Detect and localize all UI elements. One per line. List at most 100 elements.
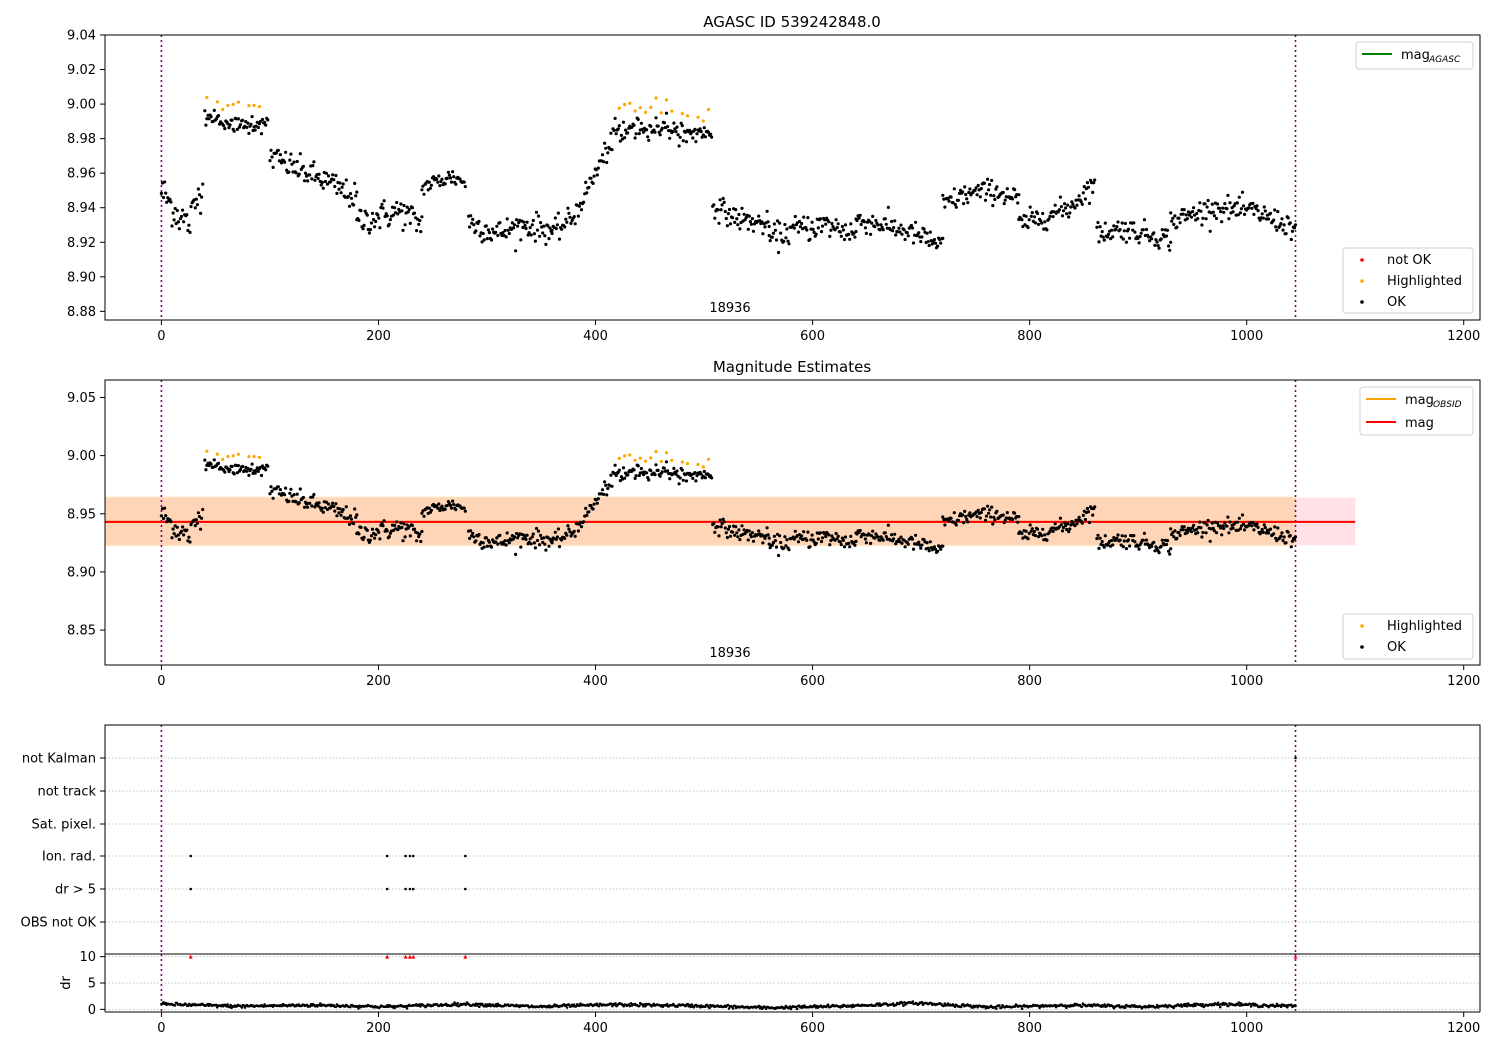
ok-point: [1068, 527, 1072, 531]
ok-point: [725, 224, 730, 228]
ok-point: [623, 136, 627, 140]
ok-point: [1102, 238, 1106, 242]
ok-point: [765, 209, 769, 213]
y-tick-label: 8.90: [67, 270, 96, 285]
dr-point: [850, 1005, 854, 1009]
dr-point: [902, 1004, 905, 1007]
ok-point: [1020, 531, 1024, 536]
ok-point: [1103, 221, 1107, 225]
ok-point: [249, 122, 253, 126]
ok-point: [382, 519, 386, 523]
panel3-flag-points: [189, 756, 1297, 891]
ok-point: [855, 218, 859, 223]
ok-point: [216, 461, 221, 465]
ok-point: [1139, 231, 1143, 235]
highlighted-point: [654, 96, 658, 100]
ok-point: [271, 165, 275, 169]
ok-point: [791, 223, 795, 227]
ok-point: [835, 226, 839, 230]
ok-point: [1040, 221, 1044, 225]
ok-point: [329, 180, 333, 184]
ok-point: [806, 216, 810, 220]
ok-point: [1169, 547, 1173, 551]
ok-point: [1242, 212, 1247, 216]
ok-point: [1198, 201, 1202, 205]
x-tick-label: 200: [366, 674, 391, 689]
ok-point: [728, 534, 733, 538]
highlighted-point: [659, 111, 663, 115]
ok-point: [750, 217, 755, 221]
ok-point: [498, 533, 502, 538]
ok-point: [507, 231, 511, 236]
ok-point: [785, 538, 789, 542]
ok-point: [863, 537, 868, 541]
ok-point: [820, 536, 825, 540]
ok-point: [1156, 244, 1160, 248]
ok-point: [194, 197, 198, 201]
ok-point: [203, 109, 207, 113]
ok-point: [819, 539, 824, 544]
ok-point: [1231, 526, 1235, 530]
dr-point: [795, 1007, 799, 1011]
dr-point: [1201, 1002, 1204, 1006]
ok-point: [471, 531, 475, 535]
ok-point: [983, 198, 988, 202]
ok-point: [468, 536, 472, 541]
ok-point: [269, 148, 273, 152]
ok-point: [602, 160, 606, 164]
dr-point: [1000, 1006, 1003, 1009]
ok-point: [702, 126, 706, 130]
ok-point: [301, 164, 305, 168]
ok-point: [407, 207, 411, 211]
ok-point: [511, 226, 516, 230]
dr-point: [726, 1003, 730, 1007]
ok-point: [557, 545, 562, 549]
ok-point: [1065, 212, 1069, 216]
dr-point: [1217, 1003, 1221, 1007]
ok-point: [674, 130, 678, 134]
ok-point: [932, 545, 937, 549]
ok-point: [172, 218, 176, 222]
ok-point: [1040, 534, 1044, 538]
dr-point: [262, 1005, 265, 1008]
ok-point: [1016, 520, 1020, 524]
x-tick-label: 400: [583, 1021, 608, 1036]
ok-point: [854, 229, 858, 234]
ok-point: [876, 535, 880, 539]
ok-point: [1051, 215, 1055, 219]
highlighted-point: [670, 458, 674, 462]
ok-point: [301, 495, 305, 500]
ok-point: [1142, 531, 1146, 536]
ok-point: [1203, 521, 1207, 525]
ok-point: [783, 222, 787, 227]
dr-point: [1227, 1004, 1230, 1008]
ok-point: [448, 176, 453, 180]
ok-point: [873, 225, 877, 229]
ok-point: [419, 539, 423, 544]
ok-point: [637, 473, 641, 478]
ok-point: [1211, 526, 1215, 531]
ok-point: [662, 466, 667, 470]
dr-point: [788, 1005, 792, 1008]
ok-point: [1139, 541, 1143, 545]
highlighted-point: [221, 457, 225, 461]
highlighted-point: [205, 95, 209, 100]
ok-point: [576, 529, 581, 533]
ok-point: [678, 135, 682, 139]
ok-point: [263, 120, 267, 124]
ok-point: [693, 471, 697, 475]
ok-point: [878, 228, 882, 232]
highlighted-point: [257, 455, 261, 459]
y-tick-label: 9.00: [67, 449, 96, 464]
ok-point: [731, 530, 735, 534]
panel2-bands: [105, 380, 1356, 665]
ok-point: [200, 516, 204, 520]
ok-point: [277, 159, 281, 163]
panel1-point-legend: not OK Highlighted OK: [1342, 247, 1474, 314]
dr-clipped-marker: [188, 954, 193, 959]
ok-point: [546, 224, 550, 228]
y-tick-label: 9.05: [67, 391, 96, 406]
ok-point: [694, 140, 698, 144]
ok-point: [246, 466, 250, 471]
ok-point: [193, 524, 197, 528]
